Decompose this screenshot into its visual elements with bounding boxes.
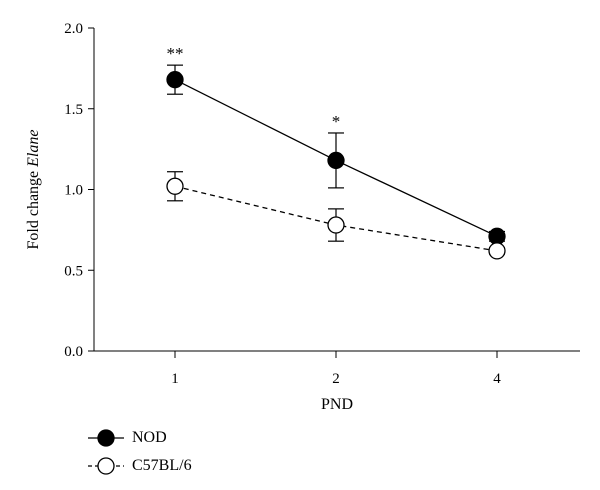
significance-label: * — [332, 112, 341, 131]
y-tick-label: 1.0 — [64, 183, 83, 199]
x-ticks: 1 2 4 — [171, 351, 501, 387]
data-point — [327, 151, 345, 170]
x-axis: 1 2 4 — [94, 350, 580, 387]
x-tick-label: 4 — [493, 371, 501, 387]
y-ticks: 0.0 0.5 1.0 1.5 2.0 — [64, 21, 94, 360]
x-axis-title: PND — [321, 396, 353, 413]
y-tick-label: 1.5 — [64, 102, 83, 118]
legend-item-c57bl6: C57BL/6 — [88, 452, 192, 480]
y-axis-title: Fold change Elane — [25, 130, 42, 250]
data-point — [488, 242, 506, 260]
series-c57bl6 — [166, 171, 506, 260]
legend-marker-filled-circle-icon — [88, 429, 124, 447]
legend-marker-open-circle-icon — [88, 457, 124, 475]
y-tick-label: 0.5 — [64, 263, 83, 279]
series-layer — [166, 64, 506, 260]
data-point — [166, 71, 184, 89]
significance-label: ** — [167, 44, 184, 63]
legend: NOD C57BL/6 — [88, 424, 192, 480]
data-point — [327, 216, 345, 234]
data-point — [166, 177, 184, 195]
annotation-layer: *** — [167, 44, 341, 131]
x-tick-label: 2 — [332, 371, 340, 387]
legend-label-c57bl6: C57BL/6 — [132, 457, 192, 474]
legend-item-nod: NOD — [88, 424, 192, 452]
legend-label-nod: NOD — [132, 429, 167, 446]
y-tick-label: 0.0 — [64, 344, 83, 360]
data-point — [488, 227, 506, 245]
y-tick-label: 2.0 — [64, 21, 83, 37]
chart: 0.0 0.5 1.0 1.5 2.0 1 2 4 Fold change Elane PN… — [25, 21, 580, 413]
y-axis: 0.0 0.5 1.0 1.5 2.0 — [64, 21, 95, 360]
y-axis-title-gene: Elane — [25, 130, 42, 168]
x-tick-label: 1 — [171, 371, 179, 387]
series-nod — [166, 64, 506, 245]
y-axis-title-prefix: Fold change — [25, 167, 42, 250]
